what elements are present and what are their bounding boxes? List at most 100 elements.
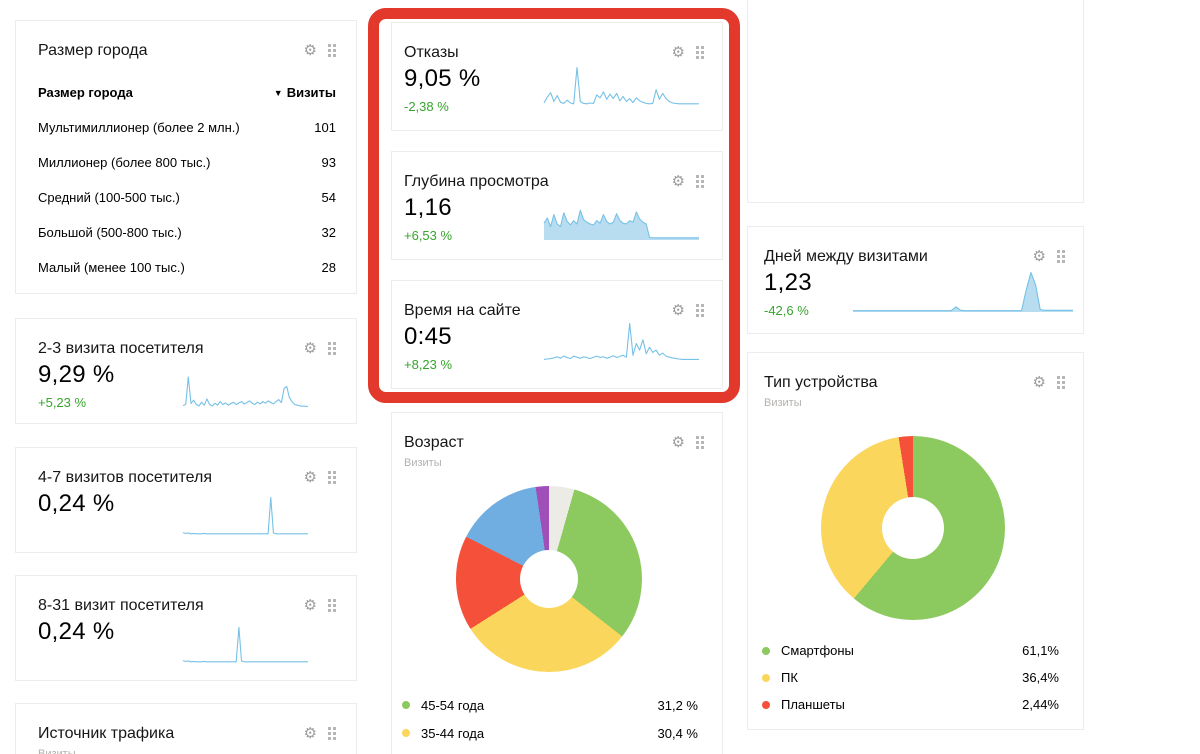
widget-subtitle: Визиты (404, 457, 442, 469)
sparkline-chart (182, 626, 308, 663)
legend-label: Смартфоны (781, 643, 854, 658)
sparkline-chart (543, 66, 699, 105)
widget-title: Тип устройства (764, 374, 878, 391)
gear-icon[interactable]: ⚙ (1032, 247, 1046, 265)
sparkline-chart (182, 496, 308, 535)
metric-value: 0:45 (404, 323, 452, 350)
drag-handle-icon[interactable] (1057, 249, 1065, 263)
widget-age: Возраст ⚙ Визиты 45-54 года 31,2 % 35-44… (391, 412, 723, 754)
metric-value: 0,24 % (38, 490, 115, 517)
donut-chart-age[interactable] (456, 486, 642, 672)
widget-city-size: Размер города ⚙ Размер города ▼ Визиты Му… (15, 20, 357, 294)
gear-icon[interactable]: ⚙ (1032, 373, 1046, 391)
legend-label: Планшеты (781, 697, 845, 712)
widget-visits-4-7: 4-7 визитов посетителя ⚙ 0,24 % (15, 447, 357, 553)
widget-visits-8-31: 8-31 визит посетителя ⚙ 0,24 % (15, 575, 357, 681)
legend-color-dot (762, 646, 770, 655)
legend-value: 36,4% (1022, 670, 1059, 685)
sparkline-chart (543, 209, 699, 240)
metric-value: 1,23 (764, 269, 812, 296)
metric-change: +5,23 % (38, 395, 87, 410)
table-row: Малый (менее 100 тыс.) 28 (38, 260, 336, 275)
widget-title: Дней между визитами (764, 248, 928, 265)
table-row: Средний (100-500 тыс.) 54 (38, 190, 336, 205)
gear-icon[interactable]: ⚙ (671, 43, 685, 61)
sort-desc-icon: ▼ (273, 88, 283, 98)
drag-handle-icon[interactable] (328, 726, 336, 740)
metric-value: 0,24 % (38, 618, 115, 645)
widget-subtitle: Визиты (764, 397, 802, 409)
widget-device-type: Тип устройства ⚙ Визиты Смартфоны 61,1% … (747, 352, 1084, 730)
metric-change: -2,38 % (404, 99, 449, 114)
gear-icon[interactable]: ⚙ (671, 301, 685, 319)
table-row: Миллионер (более 800 тыс.) 93 (38, 155, 336, 170)
metric-change: +6,53 % (404, 228, 453, 243)
widget-clipped-top (747, 0, 1084, 203)
donut-chart-device[interactable] (821, 436, 1005, 620)
drag-handle-icon[interactable] (696, 45, 704, 59)
legend-item[interactable]: 35-44 года 30,4 % (402, 719, 698, 747)
drag-handle-icon[interactable] (328, 43, 336, 57)
legend-item[interactable]: ПК 36,4% (762, 664, 1059, 691)
legend-color-dot (402, 729, 410, 737)
widget-title: Источник трафика (38, 725, 175, 742)
widget-visits-2-3: 2-3 визита посетителя ⚙ 9,29 % +5,23 % (15, 318, 357, 424)
gear-icon[interactable]: ⚙ (303, 596, 317, 614)
legend-label: 35-44 года (421, 725, 485, 741)
drag-handle-icon[interactable] (696, 435, 704, 449)
metric-value: 9,05 % (404, 65, 481, 92)
legend-item[interactable]: Планшеты 2,44% (762, 691, 1059, 718)
legend-color-dot (762, 673, 770, 682)
widget-subtitle: Визиты (38, 748, 76, 754)
device-legend: Смартфоны 61,1% ПК 36,4% Планшеты 2,44% (762, 637, 1059, 718)
widget-title: Глубина просмотра (404, 173, 549, 190)
widget-title: 4-7 визитов посетителя (38, 469, 212, 486)
column-header-city-size[interactable]: Размер города (38, 85, 133, 100)
metric-value: 9,29 % (38, 361, 115, 388)
gear-icon[interactable]: ⚙ (303, 339, 317, 357)
legend-value: 30,4 % (657, 725, 698, 741)
widget-page-depth: Глубина просмотра ⚙ 1,16 +6,53 % (391, 151, 723, 260)
drag-handle-icon[interactable] (696, 174, 704, 188)
gear-icon[interactable]: ⚙ (303, 724, 317, 742)
city-size-table: Размер города ▼ Визиты Мультимиллионер (б… (16, 85, 356, 275)
widget-title: Возраст (404, 434, 464, 451)
drag-handle-icon[interactable] (696, 303, 704, 317)
sparkline-chart (543, 322, 699, 360)
legend-color-dot (762, 700, 770, 709)
gear-icon[interactable]: ⚙ (671, 433, 685, 451)
drag-handle-icon[interactable] (328, 598, 336, 612)
metric-change: -42,6 % (764, 303, 809, 318)
legend-value: 2,44% (1022, 697, 1059, 712)
age-legend: 45-54 года 31,2 % 35-44 года 30,4 % 25-3… (402, 691, 698, 754)
widget-days-between-visits: Дней между визитами ⚙ 1,23 -42,6 % (747, 226, 1084, 334)
widget-title: Размер города (38, 42, 148, 59)
sparkline-chart (853, 271, 1073, 312)
drag-handle-icon[interactable] (1057, 375, 1065, 389)
gear-icon[interactable]: ⚙ (671, 172, 685, 190)
table-row: Большой (500-800 тыс.) 32 (38, 225, 336, 240)
sparkline-chart (182, 376, 309, 408)
widget-time-on-site: Время на сайте ⚙ 0:45 +8,23 % (391, 280, 723, 389)
drag-handle-icon[interactable] (328, 341, 336, 355)
legend-color-dot (402, 701, 410, 709)
metric-value: 1,16 (404, 194, 452, 221)
legend-item[interactable]: Смартфоны 61,1% (762, 637, 1059, 664)
drag-handle-icon[interactable] (328, 470, 336, 484)
gear-icon[interactable]: ⚙ (303, 468, 317, 486)
widget-title: 8-31 визит посетителя (38, 597, 204, 614)
legend-item[interactable]: 45-54 года 31,2 % (402, 691, 698, 719)
column-header-visits[interactable]: ▼ Визиты (273, 85, 336, 100)
gear-icon[interactable]: ⚙ (303, 41, 317, 59)
legend-label: 45-54 года (421, 697, 485, 713)
legend-value: 31,2 % (657, 697, 698, 713)
legend-value: 61,1% (1022, 643, 1059, 658)
metric-change: +8,23 % (404, 357, 453, 372)
widget-bounces: Отказы ⚙ 9,05 % -2,38 % (391, 22, 723, 131)
widget-traffic-source: Источник трафика ⚙ Визиты (15, 703, 357, 754)
widget-title: Отказы (404, 44, 459, 61)
widget-title: 2-3 визита посетителя (38, 340, 204, 357)
legend-item[interactable]: 25-34 года 16,5 % (402, 747, 698, 754)
legend-label: ПК (781, 670, 798, 685)
